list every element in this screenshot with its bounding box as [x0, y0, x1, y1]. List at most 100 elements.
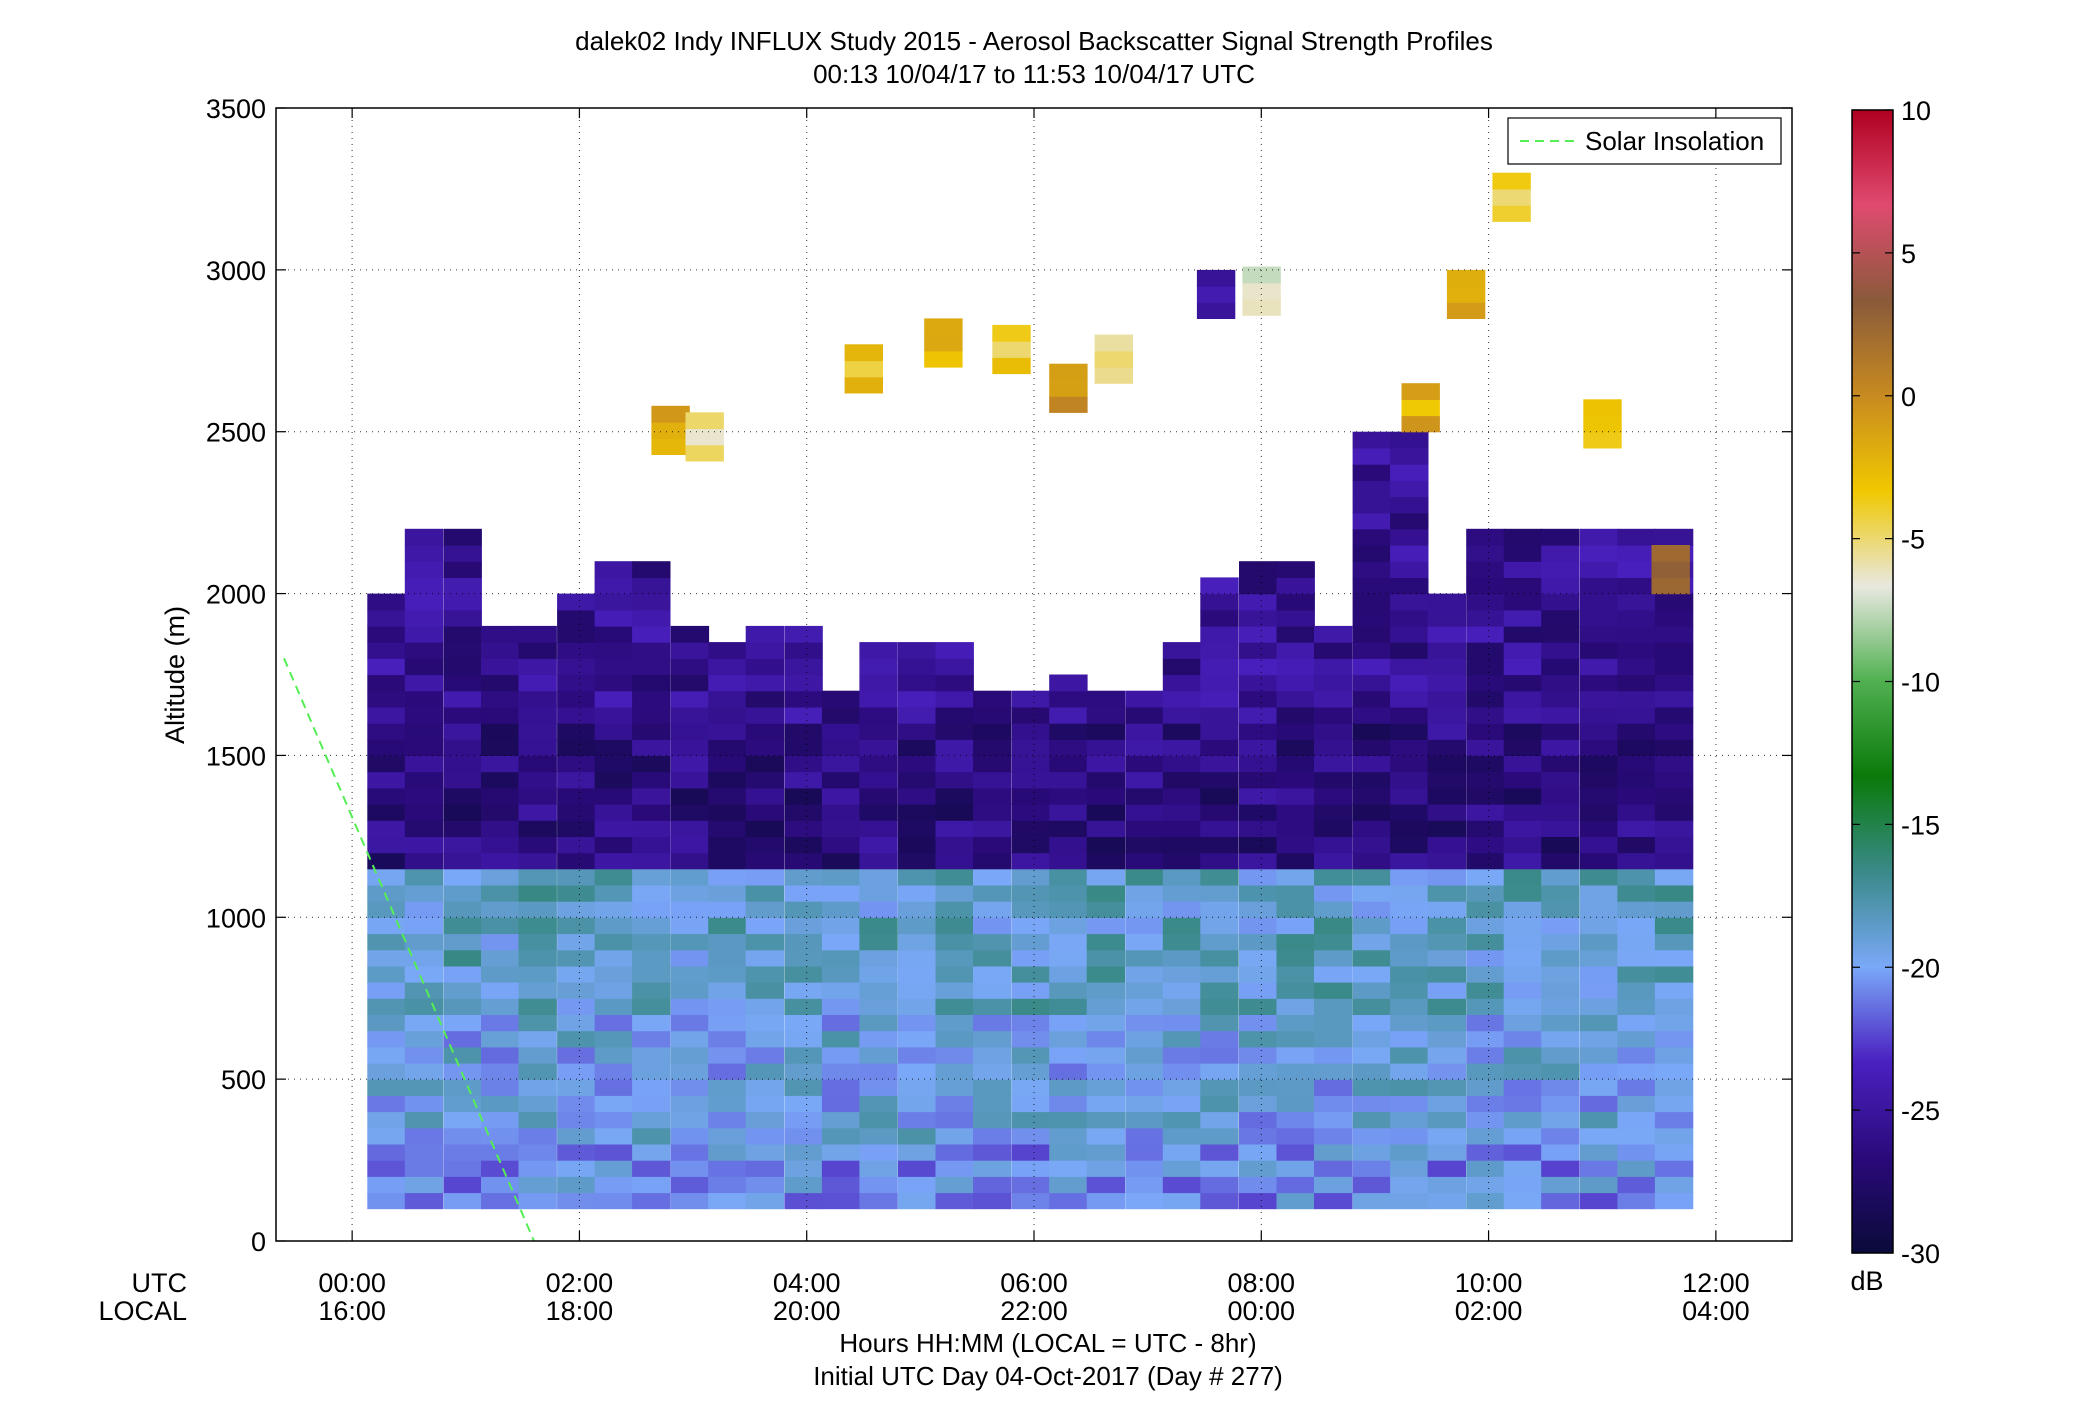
heatmap-cell: [935, 998, 974, 1015]
heatmap-cell: [594, 901, 633, 918]
heatmap-cell: [1503, 593, 1543, 611]
heatmap-cell: [1427, 1063, 1466, 1080]
heatmap-cell: [1011, 1176, 1051, 1194]
heatmap-cell: [404, 1111, 444, 1129]
heatmap-cell: [557, 1095, 596, 1113]
heatmap-cell: [594, 1095, 633, 1113]
heatmap-cell: [443, 1160, 482, 1177]
x-tick-label-utc: 10:00: [1455, 1268, 1523, 1298]
heatmap-cell: [745, 1095, 785, 1113]
heatmap-cell: [1314, 1095, 1353, 1113]
heatmap-cell: [784, 690, 823, 708]
heatmap-cell: [821, 1063, 861, 1080]
heatmap-cell: [821, 1176, 861, 1194]
heatmap-cell: [1654, 658, 1694, 676]
heatmap-cell: [973, 884, 1012, 902]
heatmap-cell: [1276, 1079, 1315, 1096]
heatmap-cell: [481, 787, 520, 805]
heatmap-cell: [1314, 868, 1353, 886]
heatmap-cell: [1541, 1046, 1580, 1064]
heatmap-cell: [404, 1095, 444, 1113]
heatmap-cell: [1617, 1030, 1656, 1048]
heatmap-cell: [1352, 545, 1391, 562]
heatmap-cell: [1314, 998, 1353, 1015]
heatmap-cell: [1654, 593, 1694, 611]
heatmap-cell: [632, 723, 671, 740]
heatmap-cell: [1579, 868, 1619, 886]
heatmap-cell: [1617, 1176, 1656, 1194]
heatmap-cell: [443, 982, 482, 999]
heatmap-cell: [935, 1079, 974, 1096]
heatmap-cell: [404, 998, 444, 1015]
heatmap-cell: [745, 917, 785, 935]
heatmap-cell: [898, 1063, 937, 1080]
heatmap-cell: [1390, 431, 1429, 449]
heatmap-cell: [1049, 852, 1088, 870]
heatmap-cell: [708, 739, 747, 756]
heatmap-cell: [708, 1160, 747, 1177]
heatmap-cell: [367, 836, 406, 854]
heatmap-cell: [1654, 739, 1694, 756]
heatmap-cell: [1314, 771, 1353, 789]
heatmap-cell: [1466, 625, 1505, 643]
heatmap-cell: [1390, 528, 1429, 546]
heatmap-cell: [784, 1046, 823, 1064]
heatmap-cell: [557, 998, 596, 1015]
aloft-cell: [1583, 431, 1622, 449]
heatmap-cell: [1654, 998, 1694, 1015]
heatmap-cell: [859, 998, 898, 1015]
heatmap-cell: [1086, 1046, 1126, 1064]
heatmap-cell: [1314, 1046, 1353, 1064]
heatmap-cell: [1503, 1014, 1543, 1032]
aloft-cell: [1446, 269, 1486, 287]
heatmap-cell: [1352, 1030, 1391, 1048]
heatmap-cell: [1541, 901, 1580, 918]
x-tick-label-utc: 12:00: [1682, 1268, 1750, 1298]
heatmap-cell: [404, 884, 444, 902]
heatmap-cell: [1541, 884, 1580, 902]
heatmap-cell: [1049, 1030, 1088, 1048]
heatmap-cell: [859, 690, 898, 708]
heatmap-cell: [859, 1160, 898, 1177]
heatmap-cell: [1617, 739, 1656, 756]
heatmap-cell: [708, 706, 747, 724]
heatmap-cell: [745, 884, 785, 902]
heatmap-cell: [1617, 901, 1656, 918]
heatmap-cell: [518, 1014, 557, 1032]
heatmap-cell: [632, 674, 671, 692]
heatmap-cell: [1276, 787, 1315, 805]
heatmap-cell: [481, 933, 520, 951]
heatmap-cell: [1390, 739, 1429, 756]
heatmap-cell: [784, 1160, 823, 1177]
heatmap-cell: [367, 1046, 406, 1064]
heatmap-cell: [1011, 739, 1051, 756]
heatmap-cell: [1011, 690, 1051, 708]
x-tick-label-utc: 02:00: [546, 1268, 614, 1298]
heatmap-cell: [443, 949, 482, 967]
heatmap-cell: [1654, 1111, 1694, 1129]
y-axis-ticks: 0 500 1000 1500 2000 2500 3000 3500: [206, 94, 1792, 1257]
heatmap-cell: [1654, 755, 1694, 773]
heatmap-cell: [1654, 771, 1694, 789]
heatmap-cell: [859, 852, 898, 870]
heatmap-cell: [745, 1127, 785, 1145]
heatmap-cell: [1314, 917, 1353, 935]
heatmap-cell: [1239, 933, 1278, 951]
heatmap-cell: [1162, 901, 1202, 918]
heatmap-cell: [1617, 593, 1656, 611]
heatmap-cell: [404, 1079, 444, 1096]
heatmap-cell: [1617, 884, 1656, 902]
heatmap-cell: [1239, 771, 1278, 789]
heatmap-cell: [973, 1046, 1012, 1064]
aloft-cell: [685, 444, 724, 462]
x-tick-label-local: 16:00: [318, 1296, 386, 1326]
heatmap-cell: [1654, 528, 1694, 546]
heatmap-cell: [1617, 933, 1656, 951]
heatmap-cell: [443, 1111, 482, 1129]
heatmap-cell: [708, 674, 747, 692]
heatmap-cell: [1125, 755, 1164, 773]
heatmap-cell: [708, 1192, 747, 1210]
heatmap-cell: [632, 998, 671, 1015]
heatmap-cell: [518, 755, 557, 773]
heatmap-cell: [1276, 1063, 1315, 1080]
